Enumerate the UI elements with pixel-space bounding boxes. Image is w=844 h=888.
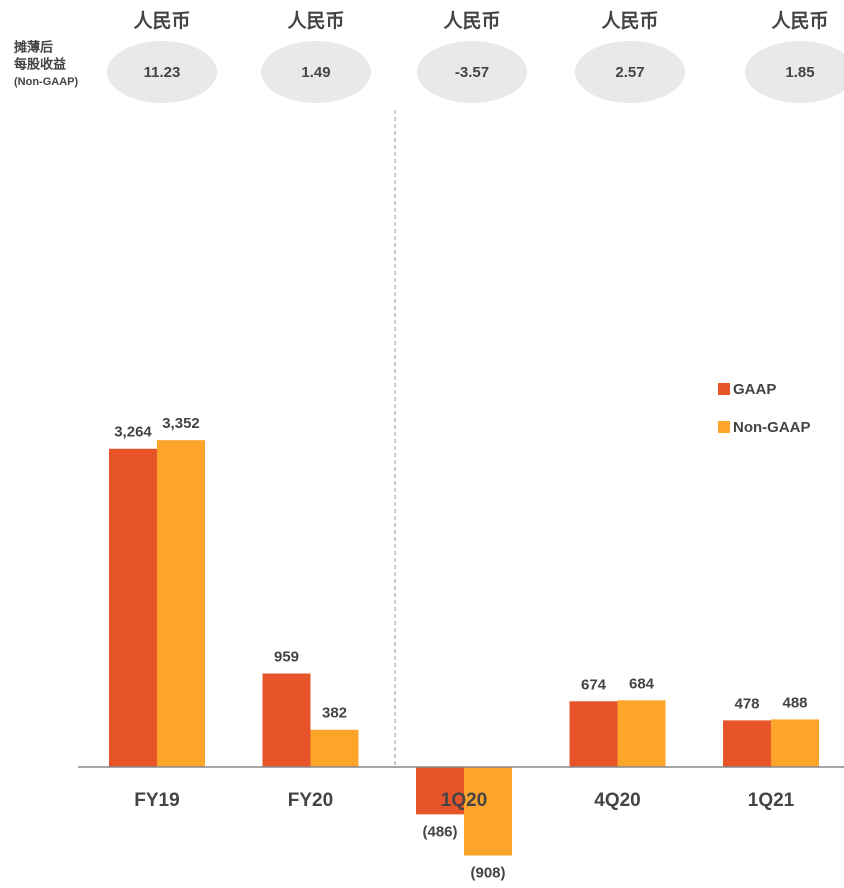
bar xyxy=(262,673,311,767)
eps-label: (Non-GAAP) xyxy=(14,76,78,88)
eps-currency: 人民币 xyxy=(771,10,828,32)
value-label: 3,352 xyxy=(162,415,200,432)
legend-swatch xyxy=(718,383,730,395)
bar xyxy=(771,719,819,767)
bar xyxy=(109,448,157,767)
value-label: (908) xyxy=(470,864,505,881)
eps-bubble xyxy=(261,41,371,103)
eps-currency: 人民币 xyxy=(601,10,658,32)
bar xyxy=(157,440,205,767)
bar xyxy=(569,701,618,767)
eps-value: 1.49 xyxy=(301,64,330,81)
value-label: (486) xyxy=(422,823,457,840)
x-tick-label: FY20 xyxy=(288,790,333,811)
eps-value: 2.57 xyxy=(615,64,644,81)
value-label: 3,264 xyxy=(114,424,152,441)
value-label: 488 xyxy=(782,694,807,711)
eps-value: 1.85 xyxy=(785,64,814,81)
eps-bubble xyxy=(107,41,217,103)
eps-currency: 人民币 xyxy=(443,10,500,32)
eps-value: -3.57 xyxy=(455,64,489,81)
value-label: 478 xyxy=(734,695,759,712)
value-label: 959 xyxy=(274,648,299,665)
value-label: 382 xyxy=(322,705,347,722)
eps-bubble xyxy=(417,41,527,103)
eps-label: 摊薄后 xyxy=(14,39,53,54)
value-label: 684 xyxy=(629,675,655,692)
bar xyxy=(617,700,666,767)
bar xyxy=(464,767,512,856)
bar xyxy=(310,729,359,767)
eps-value: 11.23 xyxy=(144,64,181,81)
value-label: 674 xyxy=(581,676,607,693)
x-tick-label: FY19 xyxy=(134,790,179,811)
x-tick-label: 4Q20 xyxy=(594,790,640,811)
eps-currency: 人民币 xyxy=(133,10,190,32)
legend-swatch xyxy=(718,421,730,433)
legend-label: GAAP xyxy=(733,381,776,398)
eps-bubble xyxy=(745,41,844,103)
legend-label: Non-GAAP xyxy=(733,419,811,436)
bar xyxy=(416,767,464,815)
eps-bubble xyxy=(575,41,685,103)
x-tick-label: 1Q20 xyxy=(441,790,487,811)
eps-currency: 人民币 xyxy=(287,10,344,32)
x-tick-label: 1Q21 xyxy=(748,790,795,811)
bar xyxy=(723,720,771,767)
eps-label: 每股收益 xyxy=(14,56,66,71)
